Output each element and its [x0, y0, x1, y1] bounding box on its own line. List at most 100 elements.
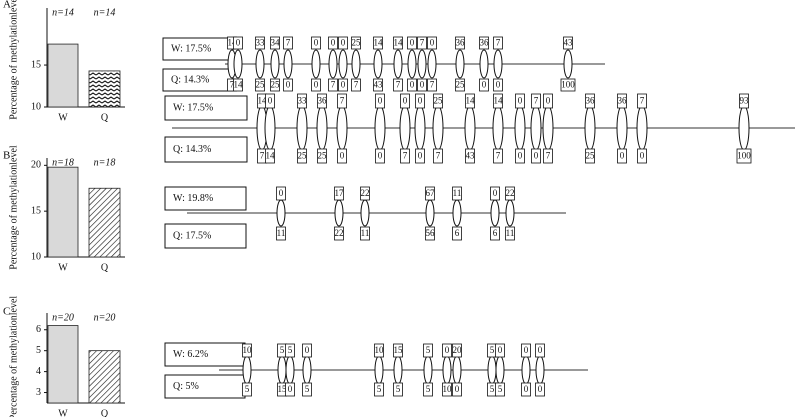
value-box	[255, 36, 265, 50]
site-value: 67	[426, 188, 436, 198]
panel-letter: C	[3, 306, 10, 318]
value-box	[302, 382, 312, 397]
cpg-site	[393, 355, 403, 385]
cpg-site	[336, 105, 348, 151]
value-box	[374, 382, 384, 397]
bar	[88, 70, 121, 108]
value-box	[455, 78, 465, 92]
cpg-site	[276, 199, 286, 227]
site-value: 14	[494, 96, 504, 106]
value-box	[617, 93, 627, 109]
value-box	[338, 78, 348, 92]
site-value: 15	[278, 384, 288, 394]
value-box	[400, 93, 410, 109]
value-box	[493, 78, 503, 92]
site-value: 10	[443, 384, 453, 394]
site-value: 25	[318, 151, 328, 161]
x-tick-label: W	[58, 262, 68, 273]
value-box	[415, 148, 425, 164]
group-label: W: 6.2%	[173, 349, 208, 360]
group-box	[164, 223, 247, 249]
value-box	[515, 93, 525, 109]
site-value: 11	[453, 188, 462, 198]
cpg-site	[542, 105, 554, 151]
site-value: 25	[434, 96, 444, 106]
group-box	[164, 136, 248, 163]
site-value: 0	[410, 80, 415, 90]
value-box	[425, 226, 435, 241]
cpg-site	[283, 49, 293, 79]
site-value: 22	[335, 228, 344, 238]
value-box	[270, 78, 280, 92]
site-value: 36	[480, 38, 490, 48]
site-value: 7	[396, 80, 401, 90]
site-value: 11	[277, 228, 286, 238]
value-box	[317, 93, 327, 109]
value-box	[283, 78, 293, 92]
cpg-site	[374, 355, 384, 385]
value-box	[417, 78, 427, 92]
site-value: 0	[305, 345, 310, 355]
site-value: 0	[288, 384, 293, 394]
value-box	[423, 382, 433, 397]
value-box	[452, 226, 462, 241]
value-box	[493, 93, 503, 109]
site-value: 7	[534, 96, 539, 106]
site-value: 5	[280, 345, 285, 355]
x-tick-label: Q	[101, 262, 109, 273]
cpg-site	[495, 355, 505, 385]
cpg-site	[374, 105, 386, 151]
site-value: 7	[496, 151, 501, 161]
site-value: 43	[466, 151, 476, 161]
site-value: 0	[430, 38, 435, 48]
cpg-site	[514, 105, 526, 151]
value-box	[407, 36, 417, 50]
value-box	[505, 186, 515, 201]
site-value: 14	[466, 96, 476, 106]
site-value: 0	[498, 345, 503, 355]
site-value: 0	[493, 188, 498, 198]
cpg-site	[521, 355, 531, 385]
cpg-site	[563, 49, 573, 79]
value-box	[585, 148, 595, 164]
y-tick-label: 4	[36, 366, 41, 377]
value-box	[285, 382, 295, 397]
site-value: 0	[268, 96, 273, 106]
y-tick-label: 20	[31, 160, 41, 171]
value-box	[360, 226, 370, 241]
cpg-site	[373, 49, 383, 79]
site-value: 7	[403, 151, 408, 161]
cpg-site	[616, 105, 628, 151]
site-value: 33	[256, 38, 266, 48]
site-value: 7	[286, 38, 291, 48]
value-box	[521, 382, 531, 397]
value-box	[400, 148, 410, 164]
group-label: Q: 17.5%	[173, 230, 211, 241]
value-box	[337, 148, 347, 164]
value-box	[465, 93, 475, 109]
value-box	[739, 93, 749, 109]
cpg-site	[311, 49, 321, 79]
cpg-site	[399, 105, 411, 151]
value-box	[351, 36, 361, 50]
value-box	[531, 93, 541, 109]
site-value: 7	[340, 96, 345, 106]
site-value: 25	[256, 80, 266, 90]
cpg-site	[738, 105, 750, 151]
site-value: 10	[243, 345, 253, 355]
y-axis-label: Percentage of methylationlevel	[8, 296, 19, 417]
x-tick-label: Q	[101, 408, 109, 417]
value-box	[285, 343, 295, 358]
value-box	[637, 148, 647, 164]
site-value: 36	[618, 96, 628, 106]
value-box	[334, 186, 344, 201]
value-box	[535, 343, 545, 358]
site-value: 7	[436, 151, 441, 161]
site-value: 14	[234, 80, 244, 90]
cpg-site	[351, 49, 361, 79]
site-value: 0	[524, 384, 529, 394]
y-tick-label: 5	[36, 345, 41, 356]
site-value: 5	[426, 384, 431, 394]
panel-letter: A	[3, 0, 11, 11]
